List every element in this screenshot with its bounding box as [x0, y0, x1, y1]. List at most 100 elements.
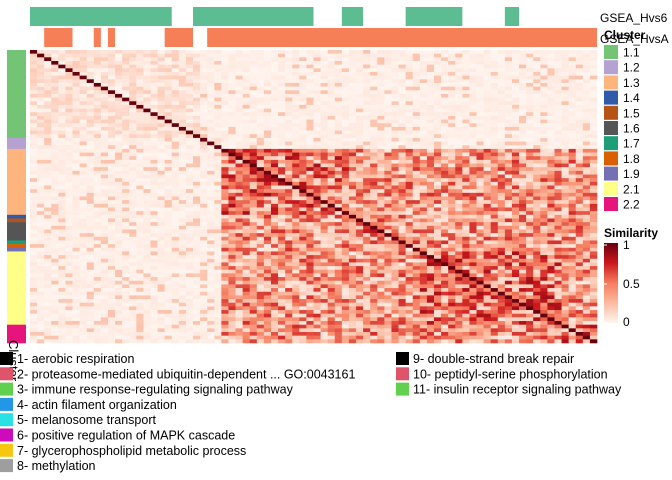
heatmap-cell — [171, 218, 180, 223]
heatmap-cell — [58, 214, 66, 219]
heatmap-cell — [561, 240, 569, 245]
heatmap-cell — [441, 192, 449, 197]
heatmap-cell — [561, 181, 569, 186]
heatmap-cell — [589, 255, 598, 260]
heatmap-cell — [462, 244, 470, 249]
heatmap-cell — [441, 126, 449, 131]
heatmap-cell — [164, 79, 173, 84]
heatmap-cell — [51, 178, 59, 183]
heatmap-cell — [561, 211, 569, 216]
heatmap-cell — [526, 255, 534, 260]
heatmap-cell — [263, 214, 272, 219]
heatmap-cell — [575, 97, 584, 102]
heatmap-cell — [44, 90, 52, 95]
heatmap-cell — [504, 214, 513, 219]
heatmap-cell — [462, 145, 470, 150]
heatmap-cell — [526, 82, 534, 87]
heatmap-cell — [171, 214, 180, 219]
heatmap-cell — [511, 167, 520, 172]
heatmap-cell — [504, 148, 513, 153]
heatmap-cell — [58, 225, 66, 230]
heatmap-cell — [37, 255, 45, 260]
heatmap-cell — [363, 189, 371, 194]
heatmap-cell — [554, 53, 562, 58]
heatmap-cell — [185, 57, 194, 62]
heatmap-cell — [363, 104, 371, 109]
heatmap-cell — [398, 236, 406, 241]
heatmap-cell — [72, 167, 80, 172]
heatmap-cell — [441, 71, 449, 76]
heatmap-cell — [497, 203, 506, 208]
heatmap-cell — [122, 170, 130, 175]
heatmap-cell — [589, 185, 598, 190]
heatmap-cell — [483, 90, 491, 95]
heatmap-cell — [292, 53, 300, 58]
heatmap-cell — [419, 240, 428, 245]
heatmap-cell — [476, 251, 484, 256]
heatmap-cell — [370, 185, 378, 190]
heatmap-cell — [441, 156, 449, 161]
heatmap-cell — [363, 145, 371, 150]
heatmap-cell — [164, 152, 173, 157]
heatmap-cell — [405, 159, 414, 164]
heatmap-cell — [51, 123, 59, 128]
heatmap-cell — [469, 269, 477, 274]
heatmap-cell — [334, 258, 343, 263]
heatmap-cell — [129, 104, 137, 109]
heatmap-cell — [79, 148, 87, 153]
heatmap-cell — [405, 255, 414, 260]
heatmap-cell — [582, 137, 591, 142]
heatmap-cell — [554, 167, 562, 172]
heatmap-cell — [334, 273, 343, 278]
heatmap-cell — [292, 170, 300, 175]
heatmap-cell — [270, 108, 279, 113]
heatmap-cell — [129, 185, 137, 190]
heatmap-cell — [51, 189, 59, 194]
heatmap-cell — [171, 57, 180, 62]
heatmap-cell — [384, 258, 392, 263]
heatmap-cell — [533, 101, 541, 106]
heatmap-cell — [270, 185, 279, 190]
heatmap-cell — [384, 225, 392, 230]
heatmap-cell — [278, 134, 286, 139]
heatmap-cell — [334, 233, 343, 238]
heatmap-cell — [511, 148, 520, 153]
heatmap-cell — [65, 214, 73, 219]
heatmap-cell — [490, 141, 499, 146]
heatmap-cell — [242, 196, 251, 201]
heatmap-cell — [115, 192, 123, 197]
heatmap-cell — [589, 192, 598, 197]
heatmap-cell — [164, 240, 173, 245]
heatmap-cell — [554, 247, 562, 252]
heatmap-cell — [171, 156, 180, 161]
heatmap-cell — [242, 247, 251, 252]
heatmap-cell — [575, 90, 584, 95]
heatmap-cell — [221, 236, 229, 241]
heatmap-cell — [313, 258, 321, 263]
heatmap-cell — [242, 126, 251, 131]
heatmap-cell — [228, 71, 236, 76]
heatmap-cell — [285, 247, 293, 252]
heatmap-cell — [79, 196, 87, 201]
heatmap-cell — [72, 134, 80, 139]
heatmap-cell — [136, 192, 144, 197]
heatmap-cell — [143, 90, 151, 95]
heatmap-cell — [582, 262, 591, 267]
heatmap-cell — [65, 141, 73, 146]
heatmap-cell — [86, 86, 95, 91]
heatmap-cell — [150, 97, 158, 102]
heatmap-cell — [441, 244, 449, 249]
heatmap-cell — [419, 192, 428, 197]
heatmap-cell — [278, 181, 286, 186]
heatmap-cell — [58, 97, 66, 102]
heatmap-cell — [263, 79, 272, 84]
heatmap-cell — [306, 167, 314, 172]
heatmap-cell — [448, 159, 456, 164]
heatmap-cell — [200, 273, 208, 278]
heatmap-cell — [504, 97, 513, 102]
heatmap-cell — [292, 203, 300, 208]
heatmap-cell — [157, 104, 165, 109]
heatmap-cell — [107, 229, 116, 234]
heatmap-cell — [93, 57, 102, 62]
heatmap-cell — [72, 266, 80, 271]
